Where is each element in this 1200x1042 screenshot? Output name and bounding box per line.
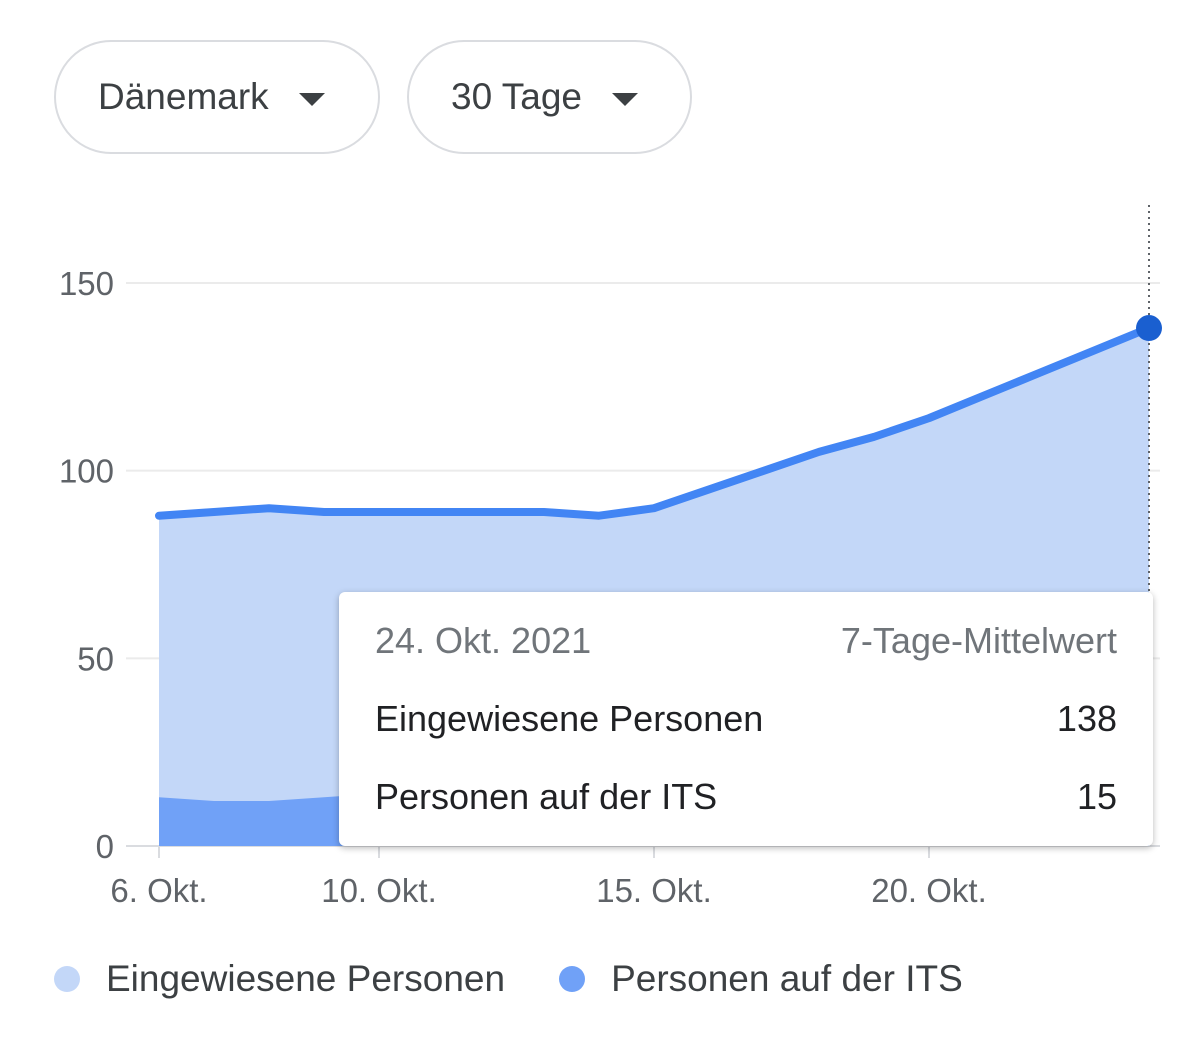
tooltip-date: 24. Okt. 2021 <box>375 620 592 661</box>
tooltip-row-value: 138 <box>1056 698 1117 739</box>
line-admitted <box>155 324 1153 520</box>
y-tick-label: 150 <box>59 265 114 302</box>
chart-tooltip: 24. Okt. 2021 7-Tage-Mittelwert Eingewie… <box>339 592 1153 846</box>
legend-item-admitted[interactable]: Eingewiesene Personen <box>54 958 505 1000</box>
tooltip-row-admitted: Eingewiesene Personen 138 <box>375 680 1117 758</box>
x-tick-label: 20. Okt. <box>871 872 987 909</box>
tooltip-row-value: 15 <box>1076 776 1117 817</box>
legend-swatch <box>559 966 586 992</box>
legend-label: Personen auf der ITS <box>611 958 963 999</box>
range-dropdown-label: 30 Tage <box>451 76 582 117</box>
caret-down-icon <box>612 92 638 106</box>
x-tick-label: 10. Okt. <box>321 872 437 909</box>
hover-point-marker <box>1136 315 1162 342</box>
chart-legend: Eingewiesene Personen Personen auf der I… <box>54 958 1017 1000</box>
caret-down-icon <box>298 92 325 106</box>
country-dropdown-label: Dänemark <box>98 76 269 117</box>
legend-label: Eingewiesene Personen <box>106 958 506 999</box>
tooltip-label: 7-Tage-Mittelwert <box>840 620 1117 661</box>
tooltip-row-name: Eingewiesene Personen <box>375 698 764 739</box>
tooltip-row-name: Personen auf der ITS <box>375 776 718 817</box>
y-tick-label: 100 <box>59 453 114 490</box>
y-tick-label: 50 <box>77 640 114 677</box>
x-tick-label: 6. Okt. <box>110 872 207 909</box>
legend-swatch <box>54 966 80 992</box>
x-tick-label: 15. Okt. <box>596 872 712 909</box>
country-dropdown[interactable]: Dänemark <box>54 40 380 154</box>
legend-item-icu[interactable]: Personen auf der ITS <box>559 958 963 1000</box>
y-tick-label: 0 <box>96 828 114 865</box>
tooltip-row-icu: Personen auf der ITS 15 <box>375 758 1117 836</box>
range-dropdown[interactable]: 30 Tage <box>407 40 692 154</box>
